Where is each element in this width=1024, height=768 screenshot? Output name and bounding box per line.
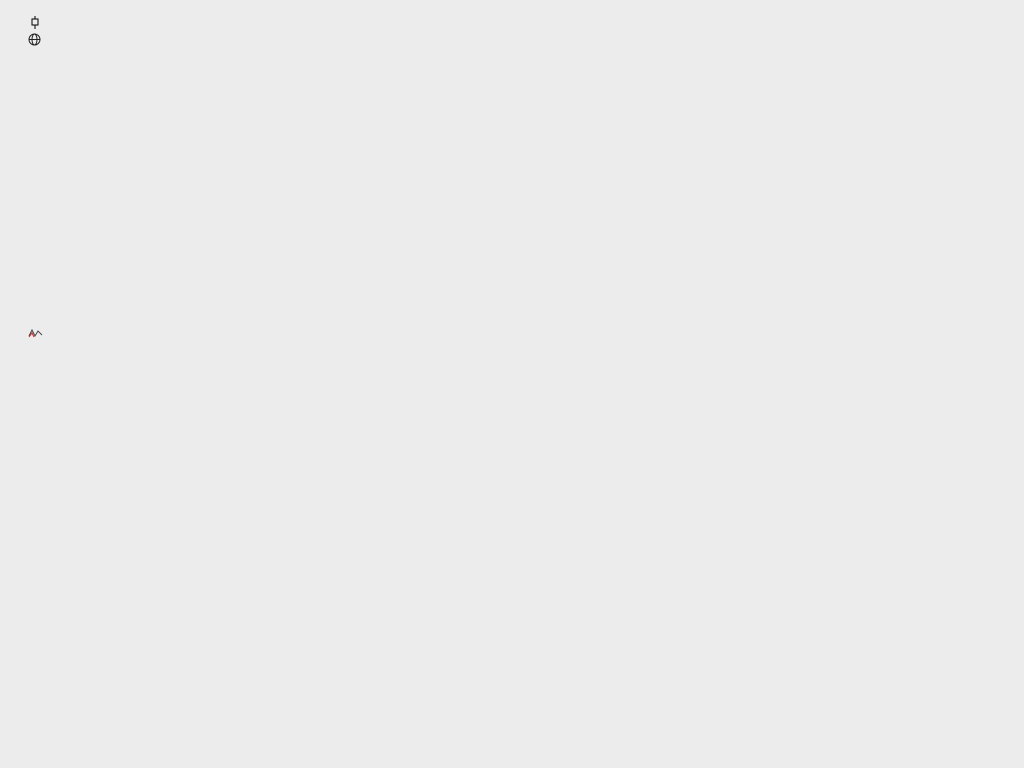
- price-panel-header[interactable]: [12, 4, 43, 44]
- candlestick-icon: [12, 4, 40, 44]
- indicator-panel-header[interactable]: [10, 315, 46, 354]
- watermark-row[interactable]: [10, 21, 44, 61]
- globe-icon: [10, 21, 41, 61]
- indicator-zigzag-icon: [10, 315, 43, 354]
